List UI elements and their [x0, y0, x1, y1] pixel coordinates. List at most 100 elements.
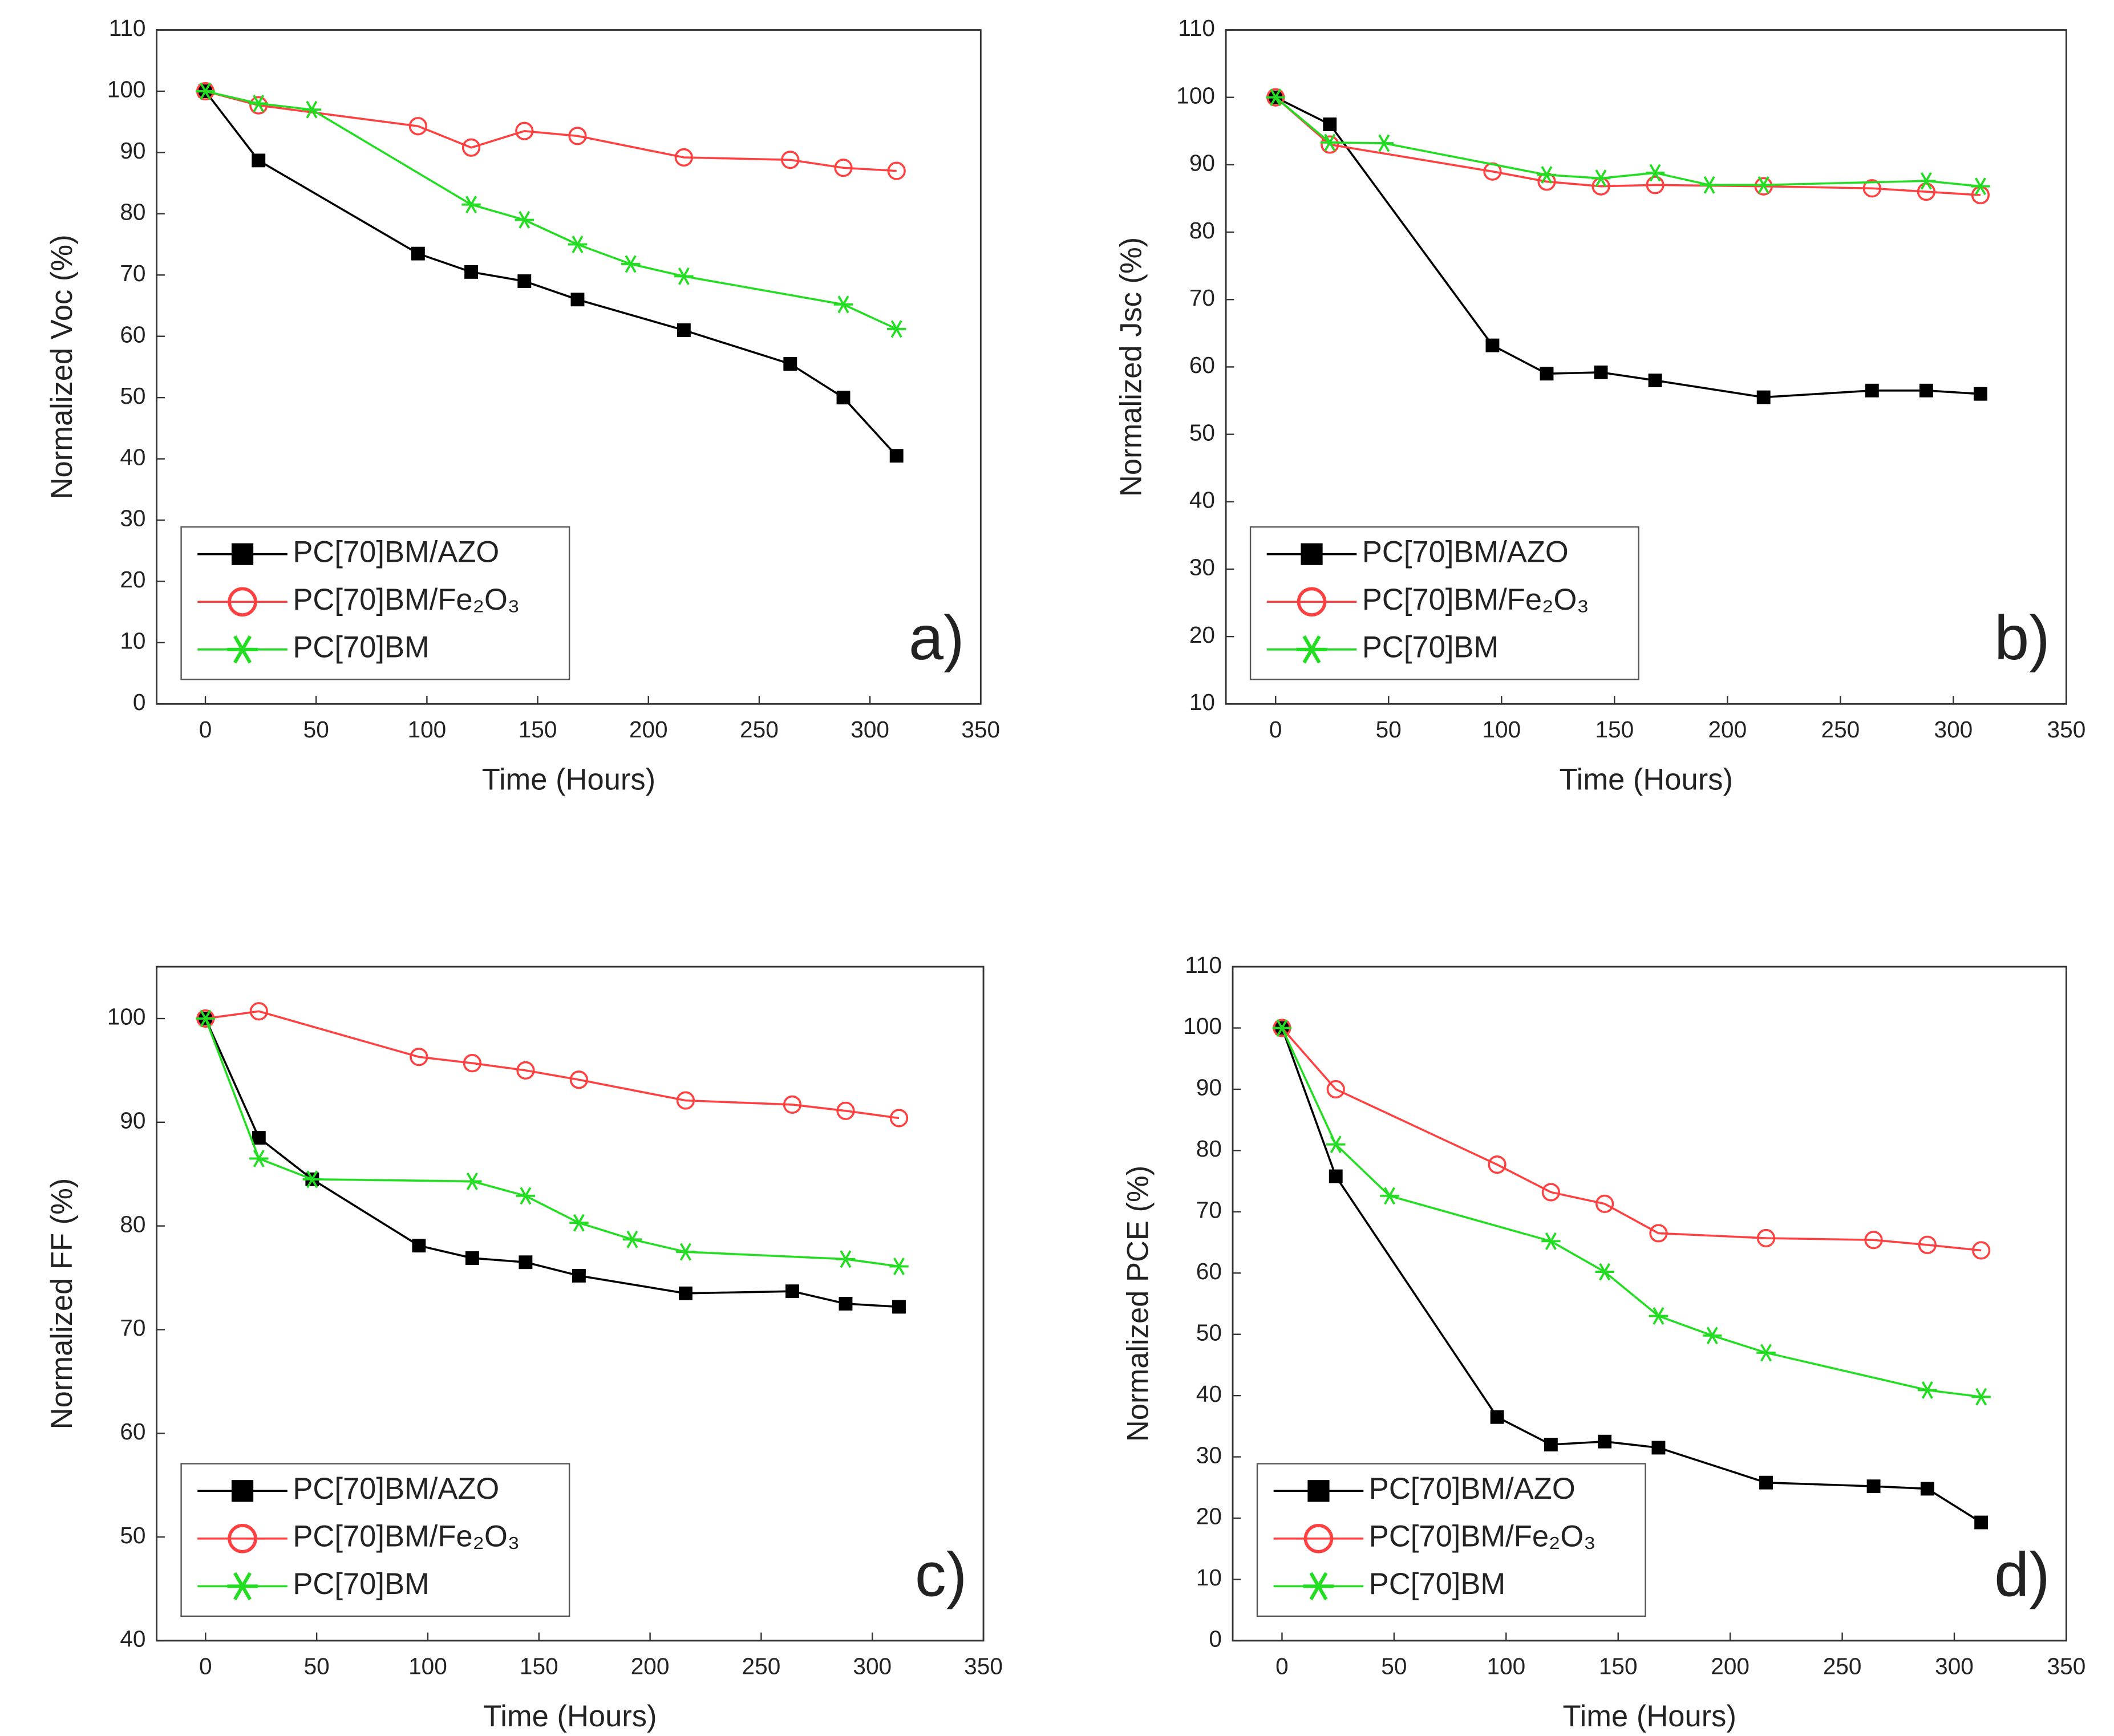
data-point: [677, 323, 691, 337]
series-line: [1281, 1027, 1982, 1524]
y-tick-label: 100: [1183, 1013, 1222, 1039]
data-point: [516, 1061, 535, 1080]
x-tick-label: 200: [629, 716, 668, 743]
data-point: [676, 1091, 695, 1110]
y-tick-label: 70: [1189, 285, 1215, 311]
y-tick-label: 10: [120, 628, 145, 654]
x-tick-label: 0: [1275, 1653, 1289, 1679]
panel: 10 20 30 40 50 60 70 80 90 100 110 0 50 100 150 200 250 3…: [1115, 15, 2086, 796]
x-tick-label: 350: [964, 1653, 1003, 1679]
y-tick-label: 80: [1189, 217, 1215, 244]
x-tick-label: 300: [853, 1653, 892, 1679]
data-point: [889, 1258, 909, 1275]
data-point: [892, 1300, 906, 1314]
data-point: [1756, 390, 1771, 404]
x-tick-label: 50: [304, 1653, 330, 1679]
x-tick-label: 0: [1269, 716, 1282, 743]
y-tick-label: 20: [1189, 622, 1215, 648]
data-point: [1754, 176, 1773, 194]
data-point: [1703, 1327, 1722, 1345]
legend-marker: [1297, 587, 1327, 617]
x-tick-label: 100: [1487, 1653, 1525, 1679]
x-tick-label: 350: [961, 716, 1000, 743]
series-line: [1275, 96, 1981, 196]
data-point: [1973, 387, 1987, 401]
data-point: [249, 95, 268, 112]
y-tick-label: 60: [120, 321, 145, 347]
legend-label: PC[70]BM: [293, 1567, 429, 1601]
y-tick-label: 20: [1196, 1503, 1222, 1530]
data-point: [464, 265, 479, 279]
panel-annotation: a): [909, 603, 965, 673]
y-tick-label: 50: [120, 1522, 145, 1548]
data-point: [1321, 135, 1339, 154]
data-point: [674, 148, 694, 167]
y-tick-label: 70: [120, 1315, 145, 1341]
legend-marker: [1303, 1572, 1334, 1601]
legend-marker: [227, 635, 258, 664]
y-tick-label: 80: [120, 1211, 145, 1237]
data-point: [568, 127, 587, 145]
x-tick-label: 100: [408, 1653, 447, 1679]
y-axis-label: Normalized Voc (%): [45, 234, 79, 499]
data-point: [836, 1250, 856, 1268]
data-point: [1864, 1231, 1883, 1250]
series-line: [205, 1010, 900, 1120]
data-point: [410, 1048, 428, 1066]
x-tick-label: 300: [1934, 716, 1973, 743]
data-point: [1598, 1434, 1612, 1449]
y-tick-label: 20: [120, 566, 145, 593]
x-tick-label: 200: [1708, 716, 1747, 743]
y-tick-label: 110: [1178, 15, 1215, 41]
panel: 40 50 60 70 80 90 100 0 50 100 150 200 250 300 350 Time…: [45, 966, 1003, 1733]
legend-label: PC[70]BM/AZO: [1362, 536, 1569, 569]
data-point: [1646, 176, 1665, 194]
data-point: [1920, 1482, 1934, 1496]
data-point: [836, 391, 851, 405]
x-tick-label: 0: [199, 716, 212, 743]
y-tick-label: 40: [1189, 486, 1215, 513]
data-point: [465, 1251, 479, 1265]
x-axis-label: Time (Hours): [1560, 762, 1733, 796]
data-point: [519, 1255, 533, 1269]
plot-frame: [156, 29, 982, 705]
data-point: [674, 267, 694, 285]
x-tick-label: 300: [851, 716, 889, 743]
y-tick-label: 50: [1196, 1319, 1222, 1345]
data-point: [1537, 166, 1557, 184]
x-tick-label: 150: [520, 1653, 558, 1679]
series-line: [204, 90, 898, 457]
x-tick-label: 0: [199, 1653, 212, 1679]
data-point: [889, 1109, 909, 1127]
series-line: [205, 90, 897, 330]
series-line: [1275, 96, 1981, 399]
y-tick-label: 100: [1176, 82, 1215, 108]
data-point: [1972, 1241, 1991, 1260]
data-point: [839, 1297, 853, 1311]
data-point: [517, 274, 532, 288]
data-point: [1326, 1080, 1345, 1099]
y-tick-label: 110: [1185, 952, 1222, 978]
y-tick-label: 80: [120, 199, 145, 225]
series-line: [204, 1018, 900, 1308]
data-point: [1756, 1344, 1776, 1362]
series-line: [204, 1018, 900, 1268]
data-point: [408, 117, 427, 136]
data-point: [1754, 177, 1773, 196]
data-point: [1540, 367, 1554, 381]
y-tick-label: 50: [120, 383, 145, 409]
data-point: [1595, 1263, 1614, 1281]
data-point: [783, 1095, 802, 1114]
data-point: [887, 161, 906, 180]
data-point: [1645, 164, 1665, 182]
data-point: [196, 82, 215, 100]
data-point: [569, 1070, 589, 1089]
y-tick-label: 90: [120, 1108, 145, 1134]
data-point: [1756, 1228, 1776, 1248]
legend-label: PC[70]BM: [293, 631, 429, 664]
x-tick-label: 50: [1376, 716, 1402, 743]
data-point: [572, 1268, 586, 1283]
data-point: [1971, 1388, 1991, 1406]
plot-frame: [1232, 966, 2067, 1642]
